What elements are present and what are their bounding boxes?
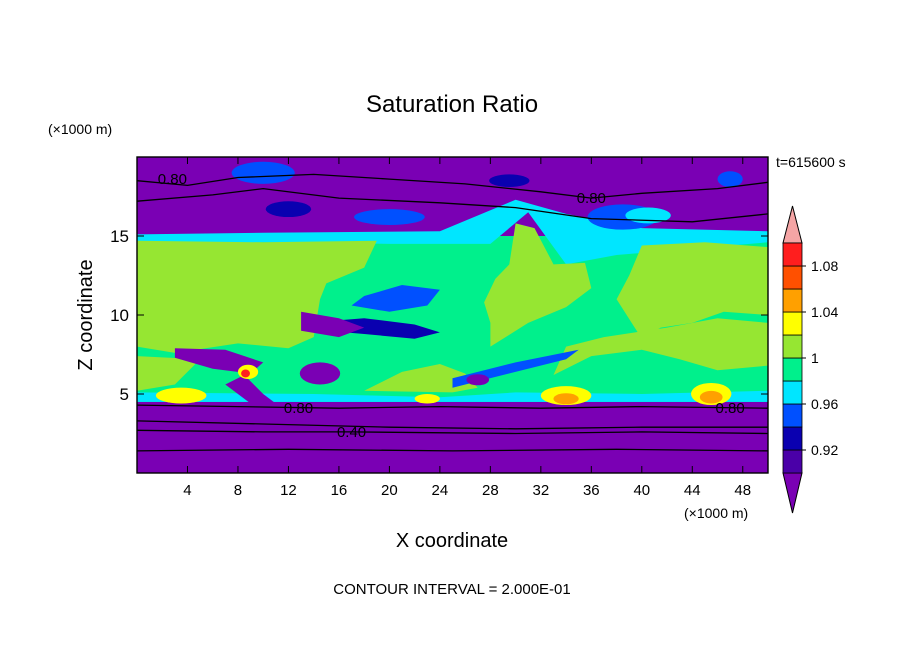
field-green-mid-low xyxy=(364,364,478,393)
time-label: t=615600 s xyxy=(776,154,846,170)
x-axis: 4 8 12 16 20 24 28 32 36 40 44 48 xyxy=(183,157,751,499)
colorbar-label-3: 1.04 xyxy=(811,304,838,320)
field-purple-plume xyxy=(225,375,276,404)
field-yellow-max-4 xyxy=(414,394,440,404)
colorbar-arrow-bottom xyxy=(782,472,803,514)
x-tick-label-48: 48 xyxy=(734,482,751,499)
plot-area xyxy=(137,157,768,473)
field-blue-cell-b xyxy=(354,209,425,225)
colorbar-label-0: 0.92 xyxy=(811,442,838,458)
colorbar-bin-4 xyxy=(782,380,803,405)
contour-labels: 0.80 0.80 0.80 0.80 0.40 xyxy=(158,171,745,441)
contour-label-1: 0.80 xyxy=(577,190,606,207)
field-green-left xyxy=(137,240,377,353)
y-tick-label-10: 10 xyxy=(110,306,129,325)
y-axis-label: Z coordinate xyxy=(75,259,97,370)
field-blue-intrusion-upper xyxy=(351,285,440,312)
x-axis-label: X coordinate xyxy=(396,530,508,552)
field-green-lowleft xyxy=(137,356,201,391)
contour-080-lower xyxy=(137,404,768,409)
contour-interval-note: CONTOUR INTERVAL = 2.000E-01 xyxy=(333,581,570,598)
contour-label-2: 0.80 xyxy=(284,400,313,417)
colorbar-bin-3 xyxy=(782,403,803,428)
field-yellow-max-1 xyxy=(155,387,207,404)
colorbar: 0.92 0.96 1 1.04 1.08 xyxy=(782,205,838,514)
contour-label-0: 0.80 xyxy=(158,171,187,188)
y-axis: 5 10 15 xyxy=(110,227,768,404)
field-lower-cyan-band xyxy=(137,390,768,402)
x-tick-label-20: 20 xyxy=(381,482,398,499)
field-blue-cell-f xyxy=(717,171,743,188)
colorbar-label-4: 1.08 xyxy=(811,258,838,274)
colorbar-bin-7 xyxy=(782,311,803,336)
colorbar-label-1: 0.96 xyxy=(811,396,838,412)
colorbar-bin-8 xyxy=(782,288,803,313)
colorbar-label-2: 1 xyxy=(811,350,819,366)
colorbar-bin-6 xyxy=(782,334,803,359)
field-green-center xyxy=(484,223,592,347)
field-orange-max-2 xyxy=(553,393,579,405)
y-units-label: (×1000 m) xyxy=(48,121,112,137)
x-tick-label-8: 8 xyxy=(234,482,242,499)
contour-090-upper xyxy=(137,187,768,223)
contour-080-upper xyxy=(137,173,768,199)
y-tick-label-15: 15 xyxy=(110,227,129,246)
x-tick-label-4: 4 xyxy=(183,482,191,499)
x-tick-label-28: 28 xyxy=(482,482,499,499)
x-tick-label-36: 36 xyxy=(583,482,600,499)
x-tick-label-24: 24 xyxy=(432,482,449,499)
field-purple-intrusion xyxy=(301,311,365,338)
colorbar-bin-2 xyxy=(782,426,803,451)
x-units-label: (×1000 m) xyxy=(684,505,748,521)
colorbar-bin-9 xyxy=(782,265,803,290)
field-navy-intrusion xyxy=(326,318,440,339)
field-upper-cyan-band xyxy=(137,199,768,265)
colorbar-bin-10 xyxy=(782,242,803,267)
field-blue-cell-a xyxy=(231,161,295,184)
contour-label-3: 0.80 xyxy=(716,400,745,417)
contour-lines xyxy=(137,173,768,452)
field-orange-max-3 xyxy=(699,390,723,404)
field-navy-cell-g xyxy=(489,174,530,188)
field-green-right-low xyxy=(553,318,768,375)
colorbar-bin-5 xyxy=(782,357,803,382)
field-purple-small-blob xyxy=(466,374,490,386)
field-green-right xyxy=(616,242,768,339)
field-purple-blob xyxy=(299,362,341,385)
field-navy-cell-c xyxy=(265,201,312,218)
contour-040-lower xyxy=(137,429,768,435)
y-tick-label-5: 5 xyxy=(120,385,129,404)
chart-title: Saturation Ratio xyxy=(366,91,538,118)
contour-060-lower xyxy=(137,420,768,430)
x-tick-label-40: 40 xyxy=(633,482,650,499)
x-tick-label-16: 16 xyxy=(331,482,348,499)
field-red-max-5 xyxy=(241,369,250,378)
colorbar-bin-1 xyxy=(782,449,803,474)
x-tick-label-44: 44 xyxy=(684,482,701,499)
x-tick-label-32: 32 xyxy=(532,482,549,499)
contour-label-4: 0.40 xyxy=(337,424,366,441)
contour-020-lower xyxy=(137,448,768,452)
x-tick-label-12: 12 xyxy=(280,482,297,499)
colorbar-arrow-top xyxy=(782,205,803,244)
